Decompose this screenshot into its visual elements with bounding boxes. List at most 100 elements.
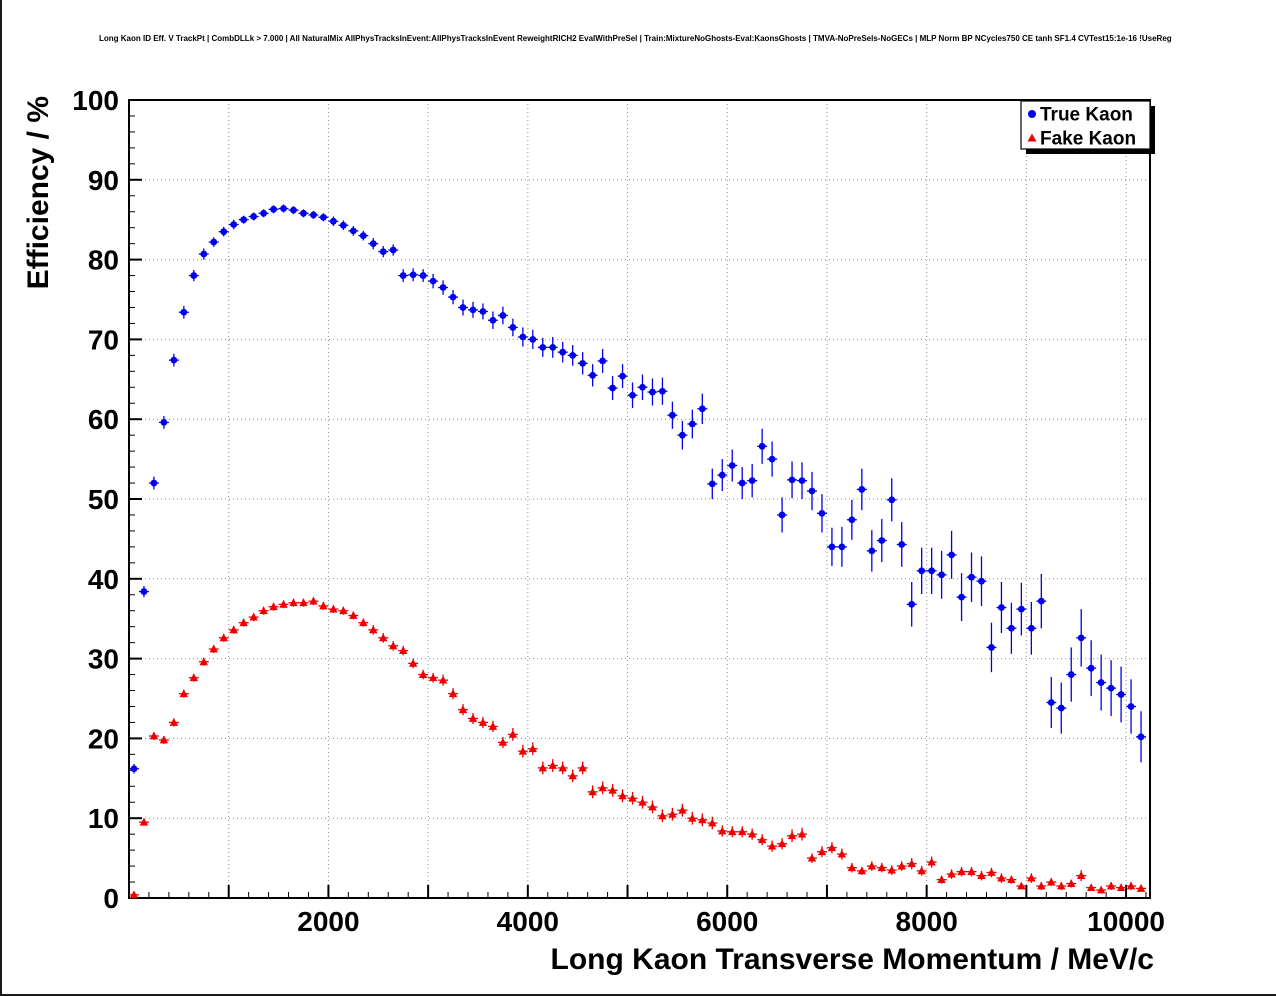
- fake-kaon-marker: [179, 689, 189, 698]
- plot-frame: [128, 99, 1151, 899]
- true-kaon-marker: [509, 324, 517, 331]
- y-axis-title: Efficiency / %: [22, 96, 55, 289]
- true-kaon-marker: [549, 343, 557, 351]
- fake-kaon-marker: [1106, 881, 1116, 890]
- true-kaon-marker: [649, 388, 656, 396]
- fake-kaon-marker: [698, 815, 707, 824]
- true-kaon-marker: [419, 272, 427, 279]
- true-kaon-marker: [718, 471, 726, 479]
- true-kaon-marker: [389, 246, 397, 254]
- y-tick-label: 60: [88, 404, 119, 435]
- fake-kaon-marker: [648, 802, 657, 811]
- fake-kaon-marker: [1096, 885, 1106, 894]
- true-kaon-marker: [240, 216, 248, 224]
- true-kaon-marker: [439, 284, 447, 291]
- true-kaon-marker: [379, 248, 387, 256]
- fake-kaon-marker: [169, 718, 179, 726]
- true-kaon-marker: [290, 206, 297, 214]
- fake-kaon-marker: [428, 673, 438, 682]
- true-kaon-marker: [878, 537, 886, 544]
- y-tick-label: 50: [88, 484, 119, 515]
- fake-kaon-marker: [1007, 875, 1016, 884]
- fake-kaon-marker: [708, 818, 717, 827]
- fake-kaon-marker: [478, 718, 488, 726]
- true-kaon-marker: [479, 308, 487, 315]
- true-kaon-marker: [230, 221, 238, 228]
- true-kaon-marker: [678, 431, 686, 439]
- true-kaon-marker: [698, 405, 706, 413]
- fake-kaon-marker: [718, 826, 727, 835]
- true-kaon-marker: [778, 511, 786, 519]
- true-kaon-marker: [798, 477, 806, 485]
- true-kaon-marker: [958, 593, 965, 601]
- true-kaon-marker: [130, 765, 138, 773]
- true-kaon-marker: [559, 348, 567, 356]
- x-tick-label: 6000: [696, 906, 758, 937]
- fake-kaon-marker: [1037, 881, 1046, 890]
- x-tick-label: 4000: [497, 906, 559, 937]
- true-kaon-marker: [1057, 704, 1065, 712]
- true-kaon-marker: [938, 571, 946, 579]
- true-kaon-marker: [339, 221, 347, 229]
- fake-kaon-marker: [967, 867, 976, 876]
- fake-kaon-marker: [239, 618, 248, 627]
- fake-kaon-marker: [189, 673, 199, 682]
- fake-kaon-marker: [518, 746, 528, 755]
- fake-kaon-marker: [837, 849, 847, 858]
- true-kaon-marker: [888, 496, 896, 504]
- true-kaon-marker: [1027, 624, 1035, 632]
- fake-kaon-marker: [997, 873, 1006, 882]
- fake-kaon-marker: [129, 890, 139, 899]
- y-tick-label: 30: [88, 644, 119, 675]
- true-kaon-marker: [499, 312, 507, 319]
- true-kaon-marker: [260, 209, 268, 217]
- true-kaon-marker: [489, 316, 497, 324]
- fake-kaon-marker: [349, 611, 358, 619]
- fake-kaon-marker: [508, 730, 518, 738]
- true-kaon-marker: [250, 213, 258, 220]
- true-kaon-marker: [569, 351, 577, 359]
- fake-kaon-marker: [448, 689, 458, 698]
- fake-kaon-marker: [488, 722, 498, 730]
- true-kaon-marker: [349, 227, 357, 235]
- true-kaon-marker: [1077, 634, 1085, 642]
- fake-kaon-marker: [857, 866, 867, 875]
- true-kaon-marker: [1117, 691, 1125, 698]
- true-kaon-marker: [688, 420, 696, 428]
- legend-entry-label: Fake Kaon: [1040, 129, 1136, 150]
- fake-kaon-marker: [767, 841, 777, 850]
- fake-kaon-marker: [678, 805, 687, 814]
- true-kaon-marker: [1137, 733, 1145, 741]
- fake-kaon-marker: [688, 813, 697, 822]
- fake-kaon-marker: [588, 787, 597, 796]
- true-kaon-marker: [659, 387, 666, 395]
- fake-kaon-marker: [807, 853, 817, 862]
- true-kaon-marker: [918, 567, 926, 575]
- fake-kaon-marker: [907, 859, 916, 868]
- true-kaon-marker: [529, 336, 537, 343]
- fake-kaon-marker: [757, 835, 767, 844]
- true-kaon-marker: [399, 272, 407, 279]
- fake-kaon-marker: [1116, 883, 1126, 892]
- fake-kaon-marker: [1057, 881, 1066, 890]
- fake-kaon-marker: [917, 866, 926, 875]
- fake-kaon-marker: [887, 865, 896, 874]
- true-kaon-marker: [788, 476, 796, 484]
- fake-kaon-marker: [398, 646, 408, 655]
- fake-kaon-marker: [548, 761, 557, 769]
- fake-kaon-marker: [1136, 884, 1146, 892]
- fake-kaon-marker: [418, 670, 428, 678]
- true-kaon-marker: [838, 543, 846, 551]
- true-kaon-marker: [1017, 605, 1025, 613]
- true-kaon-marker: [429, 277, 437, 285]
- true-kaon-marker: [469, 306, 477, 314]
- y-tick-label: 40: [88, 564, 119, 595]
- true-kaon-marker: [579, 359, 587, 367]
- fake-kaon-marker: [827, 843, 837, 852]
- true-kaon-marker: [988, 644, 995, 651]
- true-kaon-marker: [708, 480, 716, 488]
- true-kaon-marker: [738, 479, 746, 487]
- true-kaon-marker: [220, 228, 228, 236]
- fake-kaon-marker: [787, 831, 797, 840]
